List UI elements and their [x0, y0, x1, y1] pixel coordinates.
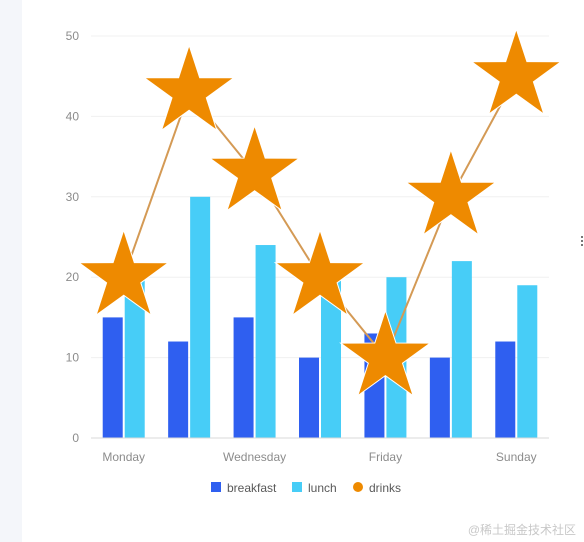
x-tick-label: Monday: [102, 450, 145, 464]
y-axis-tick-labels: 0 10 20 30 40 50: [66, 29, 80, 445]
bar-lunch: [124, 277, 145, 438]
x-axis-tick-labels: Monday Wednesday Friday Sunday: [102, 450, 536, 464]
point-drinks-star: [470, 27, 563, 116]
x-tick-label: Friday: [369, 450, 402, 464]
resize-handle[interactable]: [581, 236, 584, 250]
point-drinks-star: [208, 124, 301, 213]
y-tick-label: 0: [72, 431, 79, 445]
bar-breakfast: [495, 341, 516, 438]
bar-breakfast: [429, 357, 450, 438]
bar-lunch: [255, 245, 276, 438]
legend-label-lunch: lunch: [308, 481, 337, 495]
y-tick-label: 30: [66, 190, 80, 204]
legend-label-drinks: drinks: [369, 481, 401, 495]
x-tick-label: Sunday: [496, 450, 537, 464]
y-tick-label: 50: [66, 29, 80, 43]
bar-breakfast: [299, 357, 319, 438]
point-drinks-star: [77, 228, 170, 317]
y-tick-label: 40: [66, 109, 80, 123]
bar-breakfast: [168, 341, 189, 438]
bar-lunch: [517, 285, 538, 438]
bar-lunch: [321, 277, 341, 438]
x-tick-label: Wednesday: [223, 450, 286, 464]
point-drinks-star: [404, 148, 498, 237]
y-tick-label: 20: [66, 270, 80, 284]
bar-lunch: [190, 196, 211, 438]
legend-swatch-drinks: [353, 482, 363, 492]
legend-swatch-lunch: [292, 482, 302, 492]
legend-swatch-breakfast: [211, 482, 221, 492]
watermark: @稀土掘金技术社区: [467, 523, 576, 537]
drinks-line: [77, 27, 563, 397]
bar-lunch: [451, 261, 472, 438]
legend: breakfast lunch drinks: [211, 481, 401, 495]
bar-breakfast: [102, 317, 123, 438]
legend-label-breakfast: breakfast: [227, 481, 277, 495]
point-drinks-star: [273, 228, 367, 317]
y-tick-label: 10: [66, 351, 80, 365]
bar-breakfast: [233, 317, 254, 438]
point-drinks-star: [339, 308, 432, 397]
point-drinks-star: [142, 43, 236, 132]
left-panel-strip: [0, 0, 22, 542]
